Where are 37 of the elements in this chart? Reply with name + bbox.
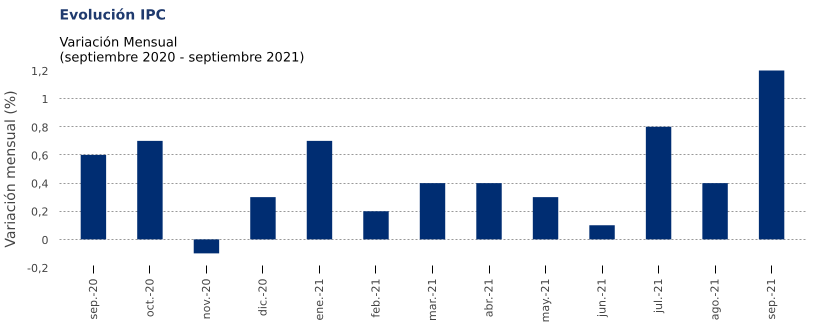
y-tick-label: 0,6 xyxy=(31,149,49,162)
y-tick-label: -0,2 xyxy=(27,262,49,275)
y-tick-label: 0,4 xyxy=(31,178,49,191)
y-tick-label: 0 xyxy=(42,234,48,247)
x-tick-label: jun.-21 xyxy=(596,278,609,318)
bar xyxy=(758,70,784,240)
x-tick-label: feb.-21 xyxy=(369,278,382,318)
y-tick-label: 0,2 xyxy=(31,206,49,219)
bar xyxy=(476,183,502,240)
x-tick-label: ago.-21 xyxy=(708,278,722,320)
x-tick-label: mar.-21 xyxy=(426,278,439,321)
bar xyxy=(532,197,558,240)
y-tick-label: 0,8 xyxy=(31,121,49,134)
bar xyxy=(646,126,672,240)
y-axis-title: Variación mensual (%) xyxy=(3,90,20,248)
x-tick-label: abr.-21 xyxy=(482,278,496,318)
chart-subtitle: Variación Mensual (septiembre 2020 - septiembre 2021) xyxy=(60,36,304,66)
x-tick-label: may.-21 xyxy=(539,278,552,322)
bar xyxy=(250,197,276,240)
bar xyxy=(306,140,332,240)
bar xyxy=(420,183,446,240)
bar xyxy=(194,239,220,254)
x-tick-label: sep.-21 xyxy=(765,278,778,320)
bar xyxy=(137,140,163,240)
bar xyxy=(80,154,106,240)
chart-title: Evolución IPC xyxy=(60,8,166,24)
bar xyxy=(589,225,615,240)
x-tick-label: dic.-20 xyxy=(256,278,270,316)
x-tick-label: ene.-21 xyxy=(312,278,326,320)
x-tick-label: jul.-21 xyxy=(652,278,666,314)
x-tick-label: oct.-20 xyxy=(143,278,156,318)
x-tick-label: nov.-20 xyxy=(200,278,213,320)
bar xyxy=(702,183,728,240)
y-tick-label: 1,2 xyxy=(31,65,49,78)
y-tick-label: 1 xyxy=(42,93,48,106)
x-tick-label: sep.-20 xyxy=(86,278,100,320)
bar xyxy=(363,211,389,240)
